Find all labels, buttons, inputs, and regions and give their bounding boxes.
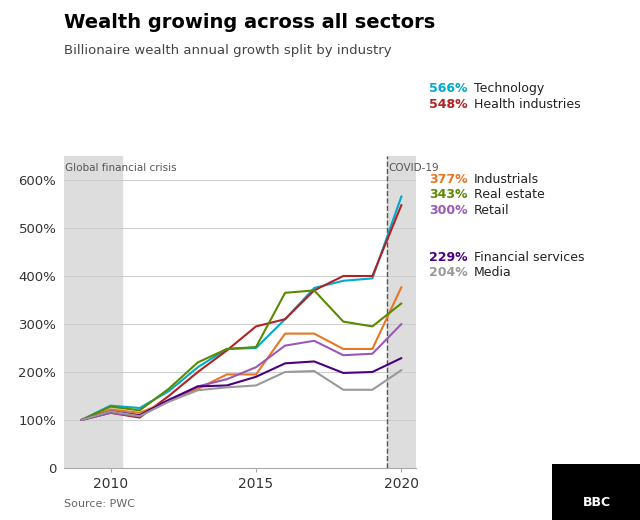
Text: Real estate: Real estate — [474, 188, 545, 201]
Bar — [387, 156, 416, 468]
Text: Technology: Technology — [474, 82, 544, 95]
Text: Financial services: Financial services — [474, 251, 584, 264]
Text: 548%: 548% — [429, 98, 467, 110]
Text: 204%: 204% — [429, 266, 468, 280]
Text: 229%: 229% — [429, 251, 467, 264]
Text: Retail: Retail — [474, 204, 509, 217]
Text: BBC: BBC — [583, 496, 611, 509]
Text: 300%: 300% — [429, 204, 467, 217]
Text: 566%: 566% — [429, 82, 467, 95]
Text: Billionaire wealth annual growth split by industry: Billionaire wealth annual growth split b… — [64, 44, 392, 57]
Text: Media: Media — [474, 266, 511, 280]
Bar — [64, 156, 122, 468]
Text: Industrials: Industrials — [474, 173, 539, 186]
Text: Health industries: Health industries — [474, 98, 580, 110]
Text: 377%: 377% — [429, 173, 467, 186]
Text: Global financial crisis: Global financial crisis — [65, 163, 177, 173]
Text: 343%: 343% — [429, 188, 467, 201]
Text: Source: PWC: Source: PWC — [64, 499, 135, 509]
Text: Wealth growing across all sectors: Wealth growing across all sectors — [64, 13, 435, 32]
Text: COVID-19: COVID-19 — [388, 163, 439, 173]
